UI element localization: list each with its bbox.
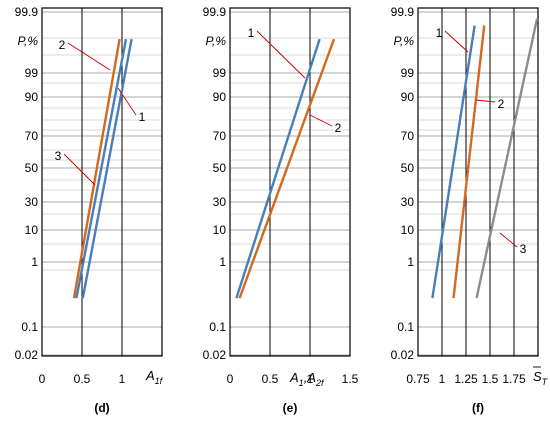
y-tick-label: 0.02 — [391, 348, 415, 362]
x-axis-label-main: ,A — [304, 370, 316, 385]
y-tick-label: 70 — [213, 129, 227, 143]
series-line-2 — [238, 38, 336, 299]
series-line-2 — [72, 38, 121, 299]
y-tick-label: 0.1 — [209, 320, 226, 334]
y-tick-label: 99.9 — [15, 5, 39, 19]
y-tick-label: 90 — [401, 90, 415, 104]
plot-frame — [229, 7, 351, 357]
x-tick-label: 1.75 — [502, 372, 526, 386]
y-tick-label: 0.02 — [15, 348, 39, 362]
y-tick-label: 0.1 — [21, 320, 38, 334]
y-tick-label: 50 — [401, 161, 415, 175]
x-axis-label-main: A — [289, 370, 299, 385]
x-tick-label: 1 — [439, 372, 446, 386]
x-tick-label: 1.25 — [454, 372, 478, 386]
y-tick-label: 1 — [219, 255, 226, 269]
series-line-1 — [81, 38, 133, 299]
series-label: 1 — [139, 110, 146, 124]
y-tick-label: 90 — [213, 90, 227, 104]
x-axis-label: A1f — [145, 368, 164, 386]
y-tick-label: 10 — [401, 223, 415, 237]
series-leader-line — [63, 153, 96, 186]
series-label: 2 — [335, 121, 342, 135]
y-tick-label: 1 — [31, 255, 38, 269]
y-tick-label: 99.9 — [203, 5, 227, 19]
series-line-1 — [235, 38, 321, 299]
series-leader-line — [475, 99, 496, 103]
y-tick-label: 99 — [25, 66, 39, 80]
x-axis-label: A1,A2f — [289, 370, 325, 388]
x-tick-label: 1 — [119, 372, 126, 386]
y-tick-label: 0.02 — [203, 348, 227, 362]
series-label: 1 — [436, 26, 443, 40]
plot-frame — [41, 7, 163, 357]
series-line-2 — [452, 25, 486, 299]
series-leader-line — [117, 87, 137, 116]
x-axis-label: ST — [533, 369, 549, 387]
y-tick-label: 10 — [213, 223, 227, 237]
y-tick-label: 10 — [25, 223, 39, 237]
series-leader-line — [444, 30, 469, 53]
series-line-1 — [431, 25, 476, 299]
x-axis-label-main: A — [145, 368, 155, 383]
x-tick-label: 0.5 — [74, 372, 91, 386]
y-tick-label: 99 — [401, 66, 415, 80]
plot-frame — [417, 7, 539, 357]
x-tick-label: 0.75 — [406, 372, 430, 386]
series-line-3 — [75, 38, 128, 299]
x-tick-label: 1.5 — [482, 372, 499, 386]
series-label: 3 — [520, 242, 527, 256]
y-tick-label: 99 — [213, 66, 227, 80]
panel-label: (e) — [283, 401, 298, 415]
series-line-3 — [475, 18, 539, 299]
x-tick-label: 0.5 — [262, 372, 279, 386]
y-tick-label: 30 — [401, 195, 415, 209]
x-axis-label-main: S — [533, 369, 542, 384]
panel-label: (f) — [472, 401, 484, 415]
panel-label: (d) — [94, 401, 109, 415]
x-axis-label-sub: 2f — [315, 378, 325, 388]
x-axis-label-sub: 1 — [299, 378, 304, 388]
series-leader-line — [309, 114, 333, 127]
series-label: 2 — [59, 38, 66, 52]
y-axis-label: P,% — [394, 34, 415, 48]
y-tick-label: 30 — [25, 195, 39, 209]
series-label: 3 — [55, 149, 62, 163]
series-leader-line — [499, 232, 518, 248]
y-tick-label: 50 — [213, 161, 227, 175]
y-tick-label: 30 — [213, 195, 227, 209]
series-label: 2 — [498, 97, 505, 111]
series-leader-line — [67, 42, 111, 71]
series-label: 1 — [248, 26, 255, 40]
y-tick-label: 1 — [407, 255, 414, 269]
y-axis-label: P,% — [206, 34, 227, 48]
y-tick-label: 50 — [25, 161, 39, 175]
y-tick-label: 70 — [401, 129, 415, 143]
x-axis-label-sub: T — [542, 377, 549, 387]
x-tick-label: 0 — [39, 372, 46, 386]
y-tick-label: 70 — [25, 129, 39, 143]
y-axis-label: P,% — [18, 34, 39, 48]
series-leader-line — [256, 30, 306, 79]
x-tick-label: 1 — [307, 372, 314, 386]
x-axis-label-sub: 1f — [155, 376, 164, 386]
x-tick-label: 0 — [227, 372, 234, 386]
x-tick-label: 1.5 — [342, 372, 359, 386]
y-tick-label: 90 — [25, 90, 39, 104]
chart-panel-1: 0.02 0.1 1 10 30 50 70 90 99 99.9 P,% 0 0.5 1 A1f (d) 1 2… — [15, 5, 164, 415]
y-tick-label: 0.1 — [397, 320, 414, 334]
y-tick-label: 99.9 — [391, 5, 415, 19]
